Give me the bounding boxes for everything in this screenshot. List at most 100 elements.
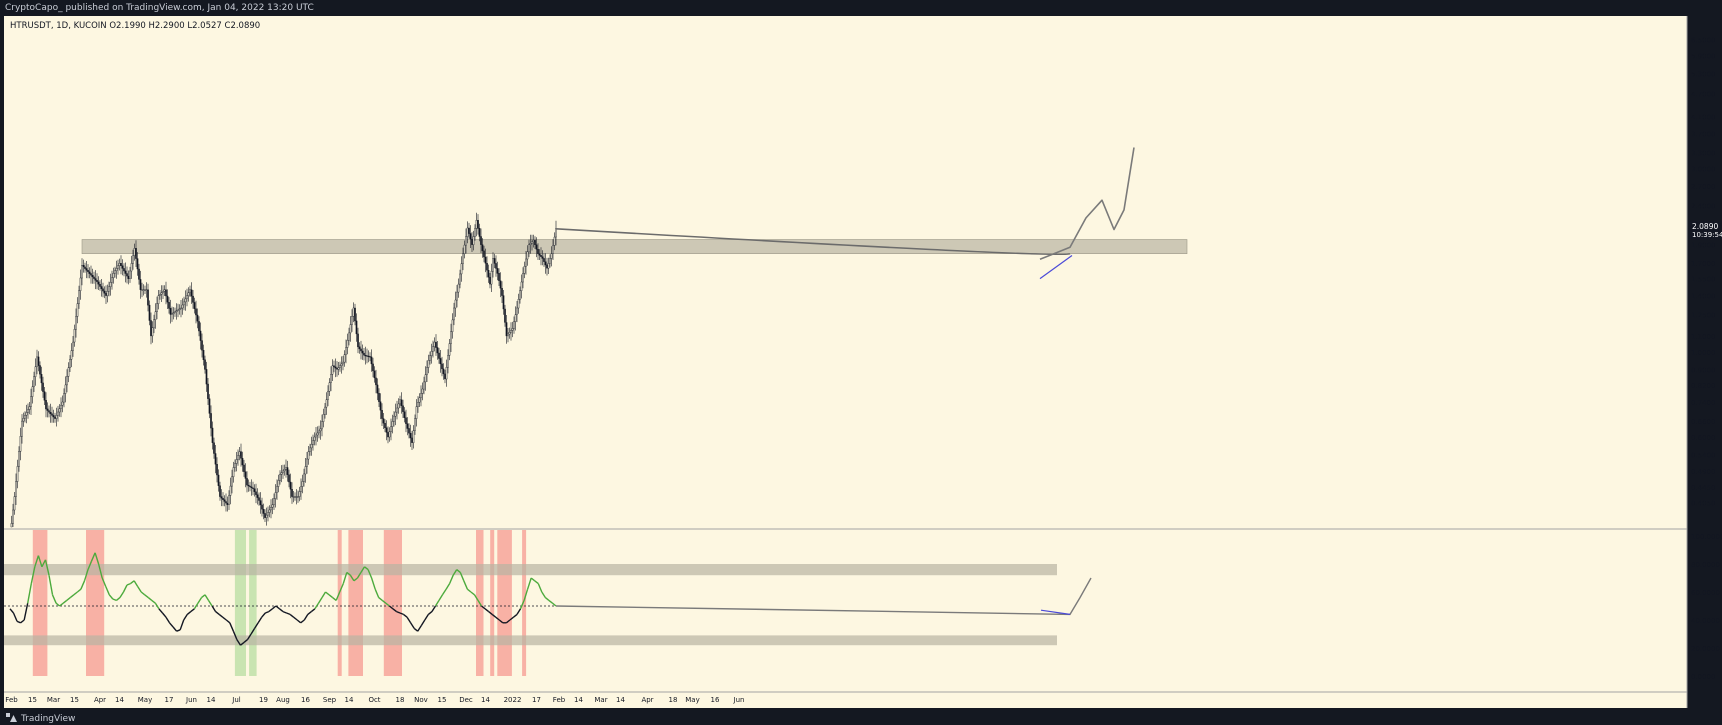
rsi-segment [310, 608, 316, 613]
rsi-segment [271, 605, 277, 610]
rsi-segment [321, 591, 327, 598]
candle-body [189, 289, 191, 293]
time-tick-label: Nov [414, 696, 428, 704]
rsi-segment [176, 629, 181, 632]
candle-body [300, 486, 302, 492]
rsi-highlight-column [522, 530, 527, 676]
candle-body [85, 268, 88, 271]
rsi-axis[interactable]: 100.0000 80.0000 60.0000 40.0000 20.0000 0.00… [1691, 533, 1722, 681]
rsi-segment [392, 608, 397, 613]
price-pane[interactable] [10, 147, 1690, 528]
price-axis[interactable]: 6.5000 5.9000 5.3000 4.7000 4.1000 3.7000 3.30… [1691, 36, 1716, 507]
rsi-segment [218, 613, 224, 618]
rsi-segment [172, 626, 178, 632]
time-tick-label: 15 [28, 696, 37, 704]
rsi-segment [275, 605, 280, 610]
candle-body [87, 270, 89, 273]
time-tick-label: Jun [733, 696, 745, 704]
rsi-segment [349, 574, 355, 582]
rsi-segment [112, 598, 117, 602]
rsi-highlight-column [337, 530, 342, 676]
candle-body [160, 292, 163, 295]
time-tick-label: Oct [368, 696, 380, 704]
candle-body [427, 360, 430, 368]
rsi-segment [37, 555, 43, 568]
time-tick-label: Dec [459, 696, 473, 704]
candle-body [282, 470, 284, 473]
candle-body [403, 411, 406, 418]
rsi-segment [342, 572, 348, 584]
candle-body [534, 240, 536, 246]
candle-body [384, 423, 386, 429]
time-tick-label: 16 [711, 696, 720, 704]
candle-body [319, 428, 322, 432]
candle-body [346, 340, 349, 348]
rsi-pane[interactable] [4, 530, 1092, 676]
rsi-segment [438, 594, 444, 601]
price-tick-label: 5.9000 [1691, 53, 1716, 61]
candle-body [129, 270, 131, 279]
rsi-segment [137, 586, 142, 593]
publish-bar: CryptoCapo_ published on TradingView.com… [0, 0, 1722, 16]
rsi-segment [115, 597, 121, 601]
rsi-segment [20, 619, 25, 624]
candle-body [343, 354, 346, 363]
price-tick-label: 0.9000 [1691, 366, 1716, 374]
time-axis[interactable]: Feb 15 Mar 15 Apr 14 May 17 Jun 14 Jul 19 Aug 16 Sep 14… [5, 696, 744, 704]
projection-drop-path [555, 228, 1071, 256]
rsi-segment [296, 619, 302, 624]
candle-body [258, 497, 260, 501]
rsi-segment [83, 569, 89, 582]
candle-body [507, 333, 509, 337]
rsi-segment [222, 616, 227, 621]
candle-body [390, 426, 392, 433]
rsi-segment [314, 602, 320, 610]
rsi-segment [328, 594, 334, 599]
price-tick-label: 1.0000 [1691, 349, 1716, 357]
symbol-legend[interactable]: HTRUSDT, 1D, KUCOIN O2.1990 H2.2900 L2.0… [10, 21, 260, 31]
rsi-segment [399, 612, 404, 616]
rsi-segment [289, 613, 295, 618]
candle-body [474, 228, 476, 237]
candle-body [54, 416, 56, 419]
time-tick-label: Mar [47, 696, 60, 704]
candle-body [123, 268, 125, 272]
price-tick-label: 0.6600 [1691, 418, 1716, 426]
rsi-highlight-column [86, 530, 105, 676]
candle-body [517, 299, 520, 309]
candle-body [456, 291, 458, 301]
candle-body [312, 440, 314, 445]
candle-body [424, 374, 427, 383]
price-tick-label: 0.5400 [1691, 452, 1716, 460]
candle-body [108, 286, 110, 292]
rsi-segment [197, 597, 203, 604]
candle-body [409, 433, 412, 439]
tradingview-logo[interactable]: TradingView [6, 713, 75, 724]
time-tick-label: 14 [345, 696, 354, 704]
candle-body [237, 455, 239, 460]
rsi-segment [122, 584, 128, 593]
time-tick-label: 14 [481, 696, 490, 704]
rsi-segment [59, 602, 64, 607]
rsi-segment [477, 600, 483, 607]
rsi-segment [505, 619, 511, 624]
candle-body [519, 290, 521, 300]
candle-body [52, 415, 55, 418]
rsi-segment [381, 599, 387, 604]
candle-body [555, 228, 557, 238]
candle-body [418, 397, 421, 403]
rsi-segment [158, 608, 164, 614]
rsi-segment [190, 608, 195, 613]
candle-body [342, 361, 344, 365]
candle-body [372, 363, 374, 372]
candle-body [511, 328, 514, 331]
candle-body [468, 227, 470, 234]
price-tick-label: 0.6000 [1691, 434, 1716, 442]
candle-body [148, 304, 151, 321]
rsi-segment [356, 572, 362, 579]
candle-body [414, 418, 416, 431]
candle-body [255, 491, 257, 495]
candle-body [504, 308, 506, 323]
candle-body [264, 513, 266, 518]
